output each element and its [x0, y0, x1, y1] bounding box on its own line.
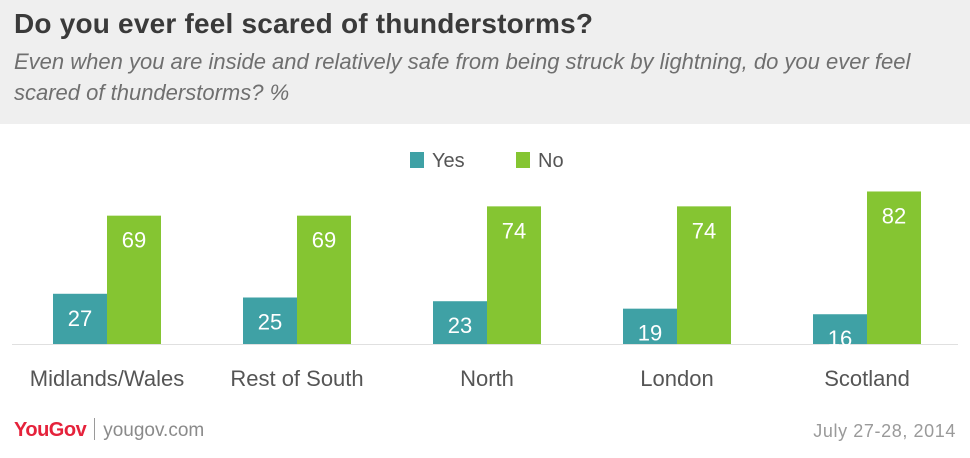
category-label-0: Midlands/Wales	[30, 366, 184, 391]
bar-yes-4	[813, 314, 867, 344]
survey-date: July 27-28, 2014	[813, 421, 956, 441]
category-label-2: North	[460, 366, 514, 391]
bar-no-4	[867, 191, 921, 344]
data-label-no-4: 82	[882, 203, 906, 228]
bar-yes-2	[433, 301, 487, 344]
data-label-no-2: 74	[502, 218, 526, 243]
data-label-no-3: 74	[692, 218, 716, 243]
bar-yes-0	[53, 293, 107, 344]
bar-no-1	[297, 215, 351, 344]
data-label-yes-0: 27	[68, 306, 92, 331]
legend-label-yes: Yes	[432, 150, 465, 172]
bar-chart: Yes No 27 69 Midlands/Wales 25 69 Rest of South…	[12, 150, 958, 391]
category-label-3: London	[640, 366, 713, 391]
category-label-1: Rest of South	[230, 366, 363, 391]
data-label-yes-4: 16	[828, 326, 852, 351]
footer-brand: YouGov yougov.com	[14, 418, 204, 442]
legend-swatch-no	[516, 152, 530, 168]
data-label-yes-3: 19	[638, 321, 662, 346]
bar-no-0	[107, 215, 161, 344]
bar-yes-1	[243, 297, 297, 344]
brand-url: yougov.com	[103, 420, 205, 441]
data-label-no-1: 69	[312, 228, 336, 253]
legend-swatch-yes	[410, 152, 424, 168]
legend-label-no: No	[538, 150, 564, 172]
category-label-4: Scotland	[824, 366, 910, 391]
data-label-yes-2: 23	[448, 313, 472, 338]
brand-divider	[94, 418, 96, 440]
bar-no-2	[487, 206, 541, 344]
data-label-yes-1: 25	[258, 310, 282, 335]
chart-subtitle: Even when you are inside and relatively …	[14, 49, 911, 105]
bar-no-3	[677, 206, 731, 344]
yougov-logo: YouGov	[14, 419, 87, 441]
chart-title: Do you ever feel scared of thunderstorms…	[14, 8, 594, 39]
data-label-no-0: 69	[122, 228, 146, 253]
chart-header: Do you ever feel scared of thunderstorms…	[0, 0, 970, 124]
bar-yes-3	[623, 308, 677, 344]
